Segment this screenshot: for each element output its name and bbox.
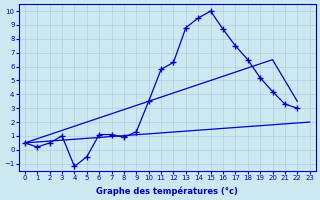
X-axis label: Graphe des températures (°c): Graphe des températures (°c) bbox=[96, 186, 238, 196]
